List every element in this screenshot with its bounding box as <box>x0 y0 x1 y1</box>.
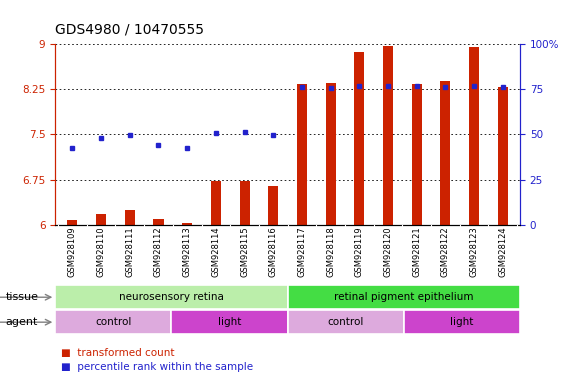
Bar <box>239 181 250 225</box>
Text: GSM928114: GSM928114 <box>211 227 220 277</box>
Text: GSM928112: GSM928112 <box>154 227 163 277</box>
Bar <box>268 185 278 225</box>
Text: GSM928110: GSM928110 <box>96 227 106 277</box>
Bar <box>404 310 520 334</box>
Bar <box>171 310 288 334</box>
Text: retinal pigment epithelium: retinal pigment epithelium <box>334 292 474 302</box>
Bar <box>498 88 508 225</box>
Text: control: control <box>328 317 364 327</box>
Bar <box>412 84 422 225</box>
Bar <box>297 84 307 225</box>
Bar <box>211 181 221 225</box>
Bar <box>67 220 77 225</box>
Bar <box>153 219 163 225</box>
Text: GSM928124: GSM928124 <box>498 227 507 277</box>
Bar <box>469 47 479 225</box>
Bar <box>325 83 336 225</box>
Bar <box>182 223 192 225</box>
Text: tissue: tissue <box>6 292 39 302</box>
Text: GSM928116: GSM928116 <box>269 227 278 277</box>
Bar <box>55 285 288 309</box>
Text: GSM928123: GSM928123 <box>469 227 479 277</box>
Bar <box>440 81 450 225</box>
Text: GSM928115: GSM928115 <box>240 227 249 277</box>
Text: GSM928121: GSM928121 <box>412 227 421 277</box>
Text: ■  percentile rank within the sample: ■ percentile rank within the sample <box>61 362 253 372</box>
Text: neurosensory retina: neurosensory retina <box>119 292 224 302</box>
Text: GSM928111: GSM928111 <box>125 227 134 277</box>
Bar <box>288 285 520 309</box>
Text: GSM928113: GSM928113 <box>182 227 192 277</box>
Text: agent: agent <box>6 317 38 327</box>
Text: GSM928120: GSM928120 <box>383 227 393 277</box>
Text: control: control <box>95 317 131 327</box>
Text: GSM928119: GSM928119 <box>355 227 364 277</box>
Text: light: light <box>450 317 474 327</box>
Text: light: light <box>218 317 241 327</box>
Text: GSM928118: GSM928118 <box>326 227 335 277</box>
Text: GSM928122: GSM928122 <box>441 227 450 277</box>
Text: GSM928117: GSM928117 <box>297 227 306 277</box>
Text: ■  transformed count: ■ transformed count <box>61 348 174 358</box>
Bar <box>288 310 404 334</box>
Text: GDS4980 / 10470555: GDS4980 / 10470555 <box>55 23 204 36</box>
Bar <box>125 210 135 225</box>
Text: GSM928109: GSM928109 <box>68 227 77 277</box>
Bar <box>383 46 393 225</box>
Bar <box>55 310 171 334</box>
Bar <box>354 52 364 225</box>
Bar <box>96 214 106 225</box>
